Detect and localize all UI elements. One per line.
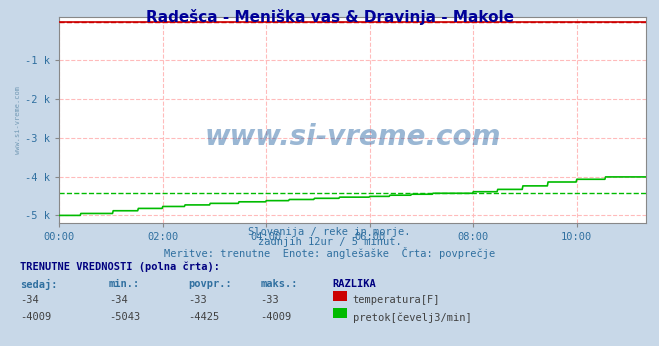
- Text: -34: -34: [109, 295, 127, 305]
- Text: TRENUTNE VREDNOSTI (polna črta):: TRENUTNE VREDNOSTI (polna črta):: [20, 261, 219, 272]
- Text: -4425: -4425: [188, 312, 219, 322]
- Text: -4009: -4009: [20, 312, 51, 322]
- Text: pretok[čevelj3/min]: pretok[čevelj3/min]: [353, 312, 471, 322]
- Text: www.si-vreme.com: www.si-vreme.com: [15, 86, 21, 154]
- Text: temperatura[F]: temperatura[F]: [353, 295, 440, 305]
- Text: sedaj:: sedaj:: [20, 279, 57, 290]
- Text: -33: -33: [260, 295, 279, 305]
- Text: povpr.:: povpr.:: [188, 279, 231, 289]
- Text: -5043: -5043: [109, 312, 140, 322]
- Text: min.:: min.:: [109, 279, 140, 289]
- Text: Meritve: trenutne  Enote: anglešaške  Črta: povprečje: Meritve: trenutne Enote: anglešaške Črta…: [164, 247, 495, 260]
- Text: www.si-vreme.com: www.si-vreme.com: [204, 123, 501, 151]
- Text: -33: -33: [188, 295, 206, 305]
- Text: -4009: -4009: [260, 312, 291, 322]
- Text: -34: -34: [20, 295, 38, 305]
- Text: zadnjih 12ur / 5 minut.: zadnjih 12ur / 5 minut.: [258, 237, 401, 247]
- Text: RAZLIKA: RAZLIKA: [333, 279, 376, 289]
- Text: Slovenija / reke in morje.: Slovenija / reke in morje.: [248, 227, 411, 237]
- Text: Radešca - Meniška vas & Dravinja - Makole: Radešca - Meniška vas & Dravinja - Makol…: [146, 9, 513, 25]
- Text: maks.:: maks.:: [260, 279, 298, 289]
